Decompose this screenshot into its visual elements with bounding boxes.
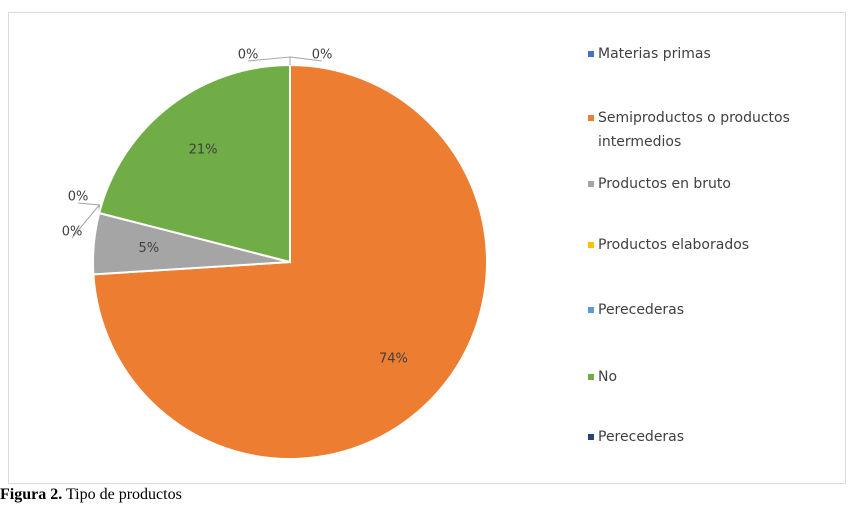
legend-item: Productos en bruto: [588, 172, 838, 196]
data-label: 5%: [138, 241, 159, 256]
data-label: 74%: [379, 352, 408, 367]
legend-item: Productos elaborados: [588, 233, 838, 257]
data-label: 0%: [62, 225, 83, 240]
caption-label: Figura 2.: [0, 486, 63, 503]
leader-line: [247, 56, 291, 65]
caption: Figura 2. Tipo de productos: [0, 486, 182, 504]
legend-swatch: [588, 374, 594, 380]
caption-text: Tipo de productos: [65, 486, 182, 503]
legend-swatch: [588, 115, 594, 121]
data-label: 0%: [312, 48, 333, 63]
legend-label: No: [598, 369, 618, 385]
legend-item: No: [588, 365, 838, 389]
legend-label: Productos en bruto: [598, 176, 731, 192]
legend-swatch: [588, 307, 594, 313]
legend-item: Materias primas: [588, 42, 838, 66]
data-label: 0%: [68, 190, 89, 205]
data-label: 0%: [238, 48, 259, 63]
legend-label: Materias primas: [598, 46, 711, 62]
legend-label: Semiproductos o productos intermedios: [598, 110, 790, 150]
legend-swatch: [588, 181, 594, 187]
data-label: 21%: [189, 142, 218, 157]
legend-label: Productos elaborados: [598, 237, 750, 253]
pie-slice: [97, 63, 291, 264]
legend-label: Perecederas: [598, 429, 685, 445]
legend-item: Perecederas: [588, 425, 838, 449]
legend-swatch: [588, 434, 594, 440]
legend-item: Perecederas: [588, 298, 838, 322]
legend-swatch: [588, 242, 594, 248]
leader-line: [77, 202, 100, 214]
chart-frame: [8, 12, 846, 484]
legend-swatch: [588, 51, 594, 57]
legend-label: Perecederas: [598, 302, 685, 318]
legend-item: Semiproductos o productos intermedios: [588, 106, 838, 154]
